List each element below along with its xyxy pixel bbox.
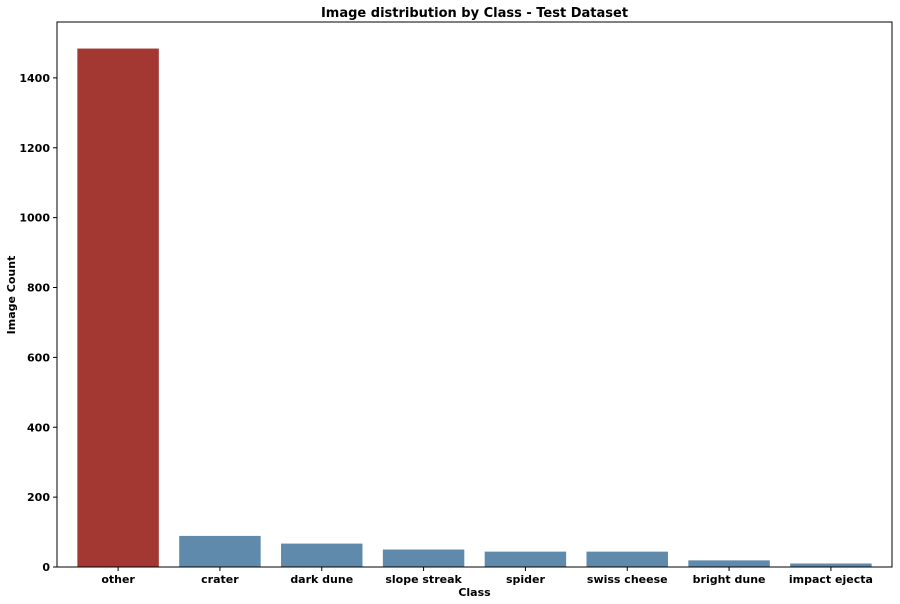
x-tick-label: spider <box>506 573 546 586</box>
y-tick-label: 0 <box>42 561 50 574</box>
bar-impact-ejecta <box>790 563 872 567</box>
x-tick-label: dark dune <box>290 573 353 586</box>
y-tick-label: 800 <box>27 282 50 295</box>
x-tick-label: other <box>101 573 135 586</box>
bar-other <box>77 48 159 568</box>
y-tick-label: 200 <box>27 491 50 504</box>
x-tick-label: swiss cheese <box>587 573 668 586</box>
x-axis: other crater dark dune slope streak spider sw… <box>101 567 873 586</box>
y-tick-label: 1200 <box>19 142 50 155</box>
bar-spider <box>484 551 567 567</box>
x-tick-label: crater <box>201 573 239 586</box>
y-tick-label: 1000 <box>19 212 50 225</box>
y-tick-label: 400 <box>27 421 50 434</box>
chart-title: Image distribution by Class - Test Datas… <box>321 6 628 21</box>
y-axis: 0 200 400 600 800 1000 1200 1400 <box>19 72 57 574</box>
bar-dark-dune <box>281 543 363 567</box>
bars-group <box>77 48 872 568</box>
bar-bright-dune <box>688 560 770 567</box>
x-tick-label: slope streak <box>385 573 462 586</box>
y-tick-label: 1400 <box>19 72 50 85</box>
y-axis-label: Image Count <box>5 256 18 335</box>
bar-swiss-cheese <box>586 551 668 567</box>
bar-slope-streak <box>382 549 465 567</box>
y-tick-label: 600 <box>27 351 50 364</box>
bar-crater <box>179 535 261 567</box>
x-tick-label: bright dune <box>693 573 766 586</box>
x-tick-label: impact ejecta <box>789 573 873 586</box>
plot-frame <box>56 21 893 568</box>
x-axis-label: Class <box>458 586 491 599</box>
